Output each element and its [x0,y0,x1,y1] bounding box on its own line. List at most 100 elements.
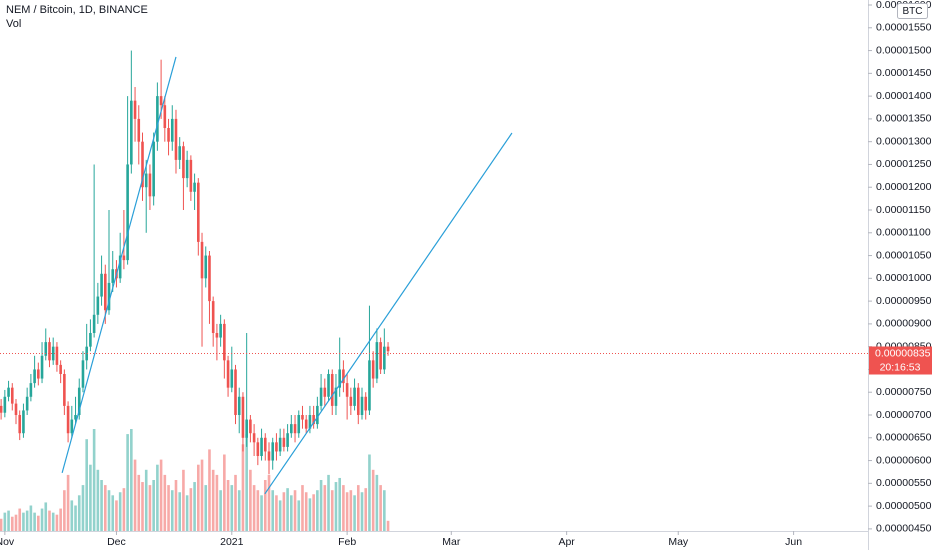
candle-body [249,419,252,434]
y-tick-label: 0.00000700 [876,409,932,421]
trend-line [264,132,513,495]
candle-body [141,141,144,188]
candle-body [364,396,368,411]
candle-body [360,396,364,416]
volume-bar [189,488,193,531]
currency-label[interactable]: BTC [903,6,923,17]
volume-bar [148,485,152,531]
candle-body [122,255,126,261]
candle-body [44,342,48,356]
volume-bar [33,512,36,531]
volume-bar [375,474,379,531]
volume-bar [383,490,386,531]
candle-body [379,342,382,370]
volume-bar [312,494,315,531]
volume-bar [0,518,3,531]
volume-bar [22,512,25,531]
y-tick-label: 0.00001150 [876,204,931,216]
volume-bar [219,490,222,531]
volume-bar [330,490,334,531]
volume-bar [156,464,159,531]
candle-body [383,346,386,370]
currency-box[interactable] [897,3,928,19]
volume-bar [40,508,44,531]
y-tick-label: 0.00000450 [876,523,932,535]
candle-body [182,146,185,179]
volume-bar [230,485,234,531]
candle-body [301,415,304,420]
volume-bar [364,488,368,531]
candle-body [170,118,174,142]
candle-body [312,415,315,425]
candle-body [345,383,349,397]
x-tick-label: Jun [785,536,802,548]
volume-bar [182,469,185,531]
candle-body [204,255,208,279]
volume-bar [7,510,10,531]
y-tick-label: 0.00000650 [876,432,932,444]
candle-body [133,100,137,119]
candle-body [375,342,379,379]
volume-bar [122,488,126,531]
volume-bar [130,429,133,531]
candle-body [81,360,85,388]
candle-body [356,387,360,416]
candle-body [77,387,81,416]
volume-bar [275,495,278,531]
volume-bar [141,482,144,531]
candle-body [51,346,55,361]
volume-bar [241,444,245,531]
candle-body [260,437,263,457]
volume-bar [44,502,48,531]
candle-body [271,442,275,461]
candle-body [156,96,159,142]
x-tick-label: May [668,536,689,548]
volume-bar [316,490,319,531]
volume-bar [282,492,286,531]
y-tick-label: 0.00001250 [876,158,932,170]
volume-bar [55,514,59,531]
volume-bar [96,469,100,531]
y-tick-label: 0.00001550 [876,22,932,34]
candle-body [111,269,115,283]
x-tick-label: Dec [107,536,126,548]
volume-bar [137,474,141,531]
volume-bar [152,480,155,531]
volume-bar [349,490,353,531]
candle-body [100,273,103,297]
volume-bar [170,490,174,531]
candle-body [37,369,40,379]
volume-bar [25,510,29,531]
volume-bar [103,485,107,531]
volume-bar [223,454,226,531]
candle-body [223,323,226,361]
volume-bar [263,480,267,531]
candle-body [226,360,230,388]
volume-bar [51,512,55,531]
volume-bar [115,500,118,531]
y-tick-label: 0.00001450 [876,67,932,79]
volume-bar [3,512,7,531]
candle-body [323,387,327,397]
candle-body [189,159,193,192]
y-tick-label: 0.00001400 [876,90,932,102]
candle-body [59,364,62,375]
volume-bar [286,488,289,531]
volume-bar [304,492,308,531]
last-price-label: 0.00000835 [875,347,931,359]
time-axis: Nov Dec 2021 Feb Mar Apr May Jun [0,531,802,548]
volume-bar [185,495,189,531]
volume-bar [353,495,356,531]
volume-bar [345,492,349,531]
x-tick-label: Mar [442,536,461,548]
candle-body [55,346,59,365]
candle-body [148,173,152,197]
volume-bar [271,490,275,531]
countdown-label: 20:16:53 [880,361,921,373]
volume-bar [260,495,263,531]
candle-body [137,118,141,142]
volume-bar [237,490,241,531]
candle-body [0,405,3,413]
candle-body [152,141,155,197]
volume-bar [290,495,293,531]
